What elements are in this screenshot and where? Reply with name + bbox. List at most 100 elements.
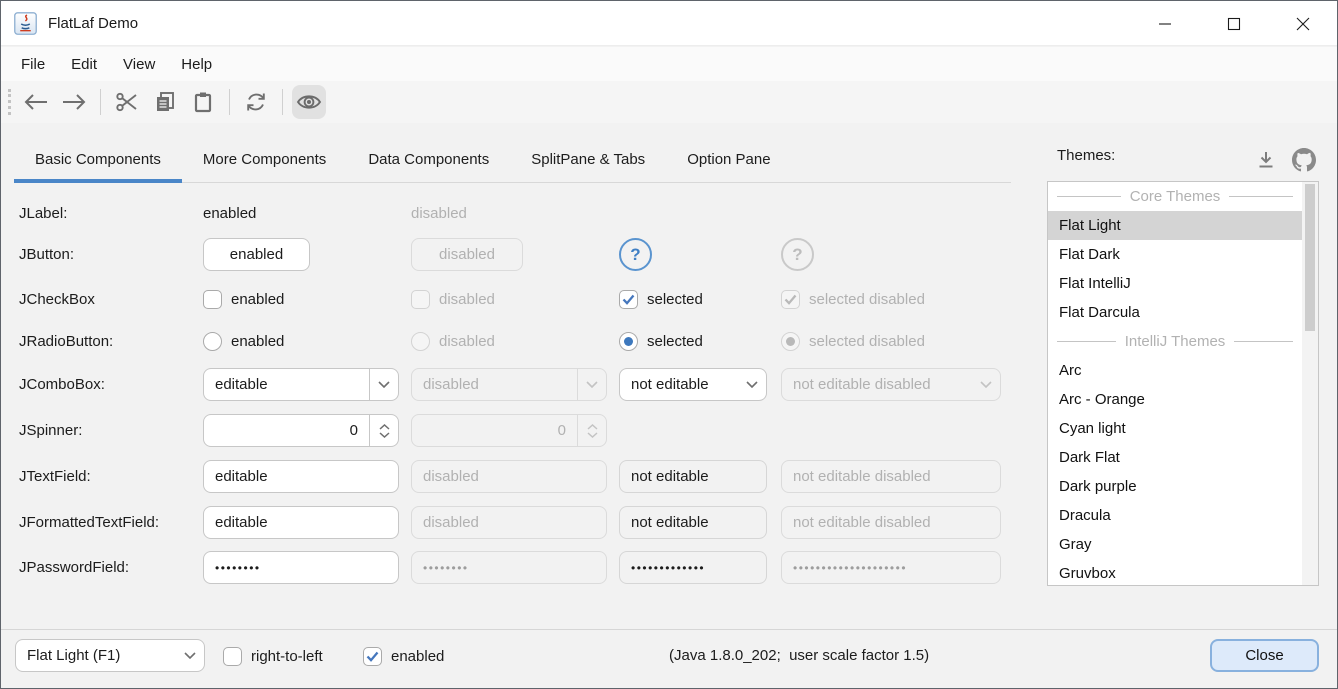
spinner-value[interactable]: 0: [349, 422, 358, 439]
close-window-button[interactable]: [1268, 1, 1337, 46]
theme-item-dark-flat[interactable]: Dark Flat: [1059, 449, 1120, 466]
github-icon: [1292, 148, 1316, 172]
checkbox-box-checked: [619, 289, 638, 309]
paste-button[interactable]: [186, 85, 220, 119]
close-button[interactable]: Close: [1210, 639, 1319, 672]
checkbox-selected[interactable]: selected: [619, 289, 703, 309]
combobox-not-editable[interactable]: not editable: [619, 368, 767, 401]
scrollbar-thumb[interactable]: [1305, 184, 1315, 331]
themes-list-items: Core Themes Flat Light Flat Dark Flat In…: [1048, 182, 1302, 585]
formattedtextfield-editable[interactable]: editable: [203, 506, 399, 539]
theme-item-flat-dark[interactable]: Flat Dark: [1059, 246, 1120, 263]
themes-list: Core Themes Flat Light Flat Dark Flat In…: [1047, 181, 1319, 586]
combobox-value: not editable disabled: [793, 376, 931, 393]
help-button[interactable]: ?: [619, 238, 652, 271]
toolbar-separator: [100, 89, 101, 115]
button-enabled[interactable]: enabled: [203, 238, 310, 271]
textfield-not-editable-disabled: not editable disabled: [781, 460, 1001, 493]
jspinner-row-label: JSpinner:: [19, 422, 83, 439]
checkbox-label: disabled: [439, 290, 495, 308]
menu-help[interactable]: Help: [181, 55, 213, 73]
paste-icon: [194, 92, 212, 113]
inspect-toggle-button[interactable]: [292, 85, 326, 119]
button-disabled: disabled: [411, 238, 523, 271]
spinner-arrows[interactable]: [369, 415, 398, 446]
tab-option-pane[interactable]: Option Pane: [687, 150, 771, 168]
label-disabled: disabled: [411, 205, 467, 222]
checkbox-label: selected disabled: [809, 290, 925, 308]
radio-circle: [411, 331, 430, 351]
jcheckbox-row: JCheckBox enabled disabled selected sele…: [19, 289, 1029, 309]
menu-file[interactable]: File: [21, 55, 46, 73]
spinner-enabled[interactable]: 0: [203, 414, 399, 447]
maximize-icon: [1227, 17, 1240, 30]
theme-item-dracula[interactable]: Dracula: [1059, 507, 1111, 524]
maximize-button[interactable]: [1199, 1, 1268, 46]
radio-circle-selected: [619, 331, 638, 351]
theme-item-dark-purple[interactable]: Dark purple: [1059, 478, 1137, 495]
tab-data-components[interactable]: Data Components: [368, 150, 490, 168]
right-to-left-checkbox[interactable]: right-to-left: [223, 646, 323, 666]
checkbox-enabled[interactable]: enabled: [203, 289, 284, 309]
combobox-editable[interactable]: editable: [203, 368, 399, 401]
theme-item-flat-darcula[interactable]: Flat Darcula: [1059, 304, 1140, 321]
theme-item-arc-orange[interactable]: Arc - Orange: [1059, 391, 1145, 408]
cut-button[interactable]: [110, 85, 144, 119]
minimize-button[interactable]: [1130, 1, 1199, 46]
chevron-down-icon[interactable]: [737, 369, 766, 400]
checkbox-label: enabled: [391, 647, 445, 665]
tab-splitpane-tabs[interactable]: SplitPane & Tabs: [531, 150, 646, 168]
java-app-icon: [14, 11, 37, 35]
jbutton-row-label: JButton:: [19, 246, 75, 263]
checkbox-selected-disabled: selected disabled: [781, 289, 925, 309]
enabled-checkbox[interactable]: enabled: [363, 646, 444, 666]
radio-label: disabled: [439, 332, 495, 350]
theme-item-flat-light[interactable]: Flat Light: [1048, 211, 1302, 240]
combobox-value: editable: [215, 376, 268, 393]
jradiobutton-row-label: JRadioButton:: [19, 332, 114, 350]
label-enabled: enabled: [203, 205, 257, 222]
checkbox-box-checked: [363, 646, 382, 666]
refresh-button[interactable]: [239, 85, 273, 119]
menu-view[interactable]: View: [123, 55, 156, 73]
back-button[interactable]: [19, 85, 53, 119]
menu-edit[interactable]: Edit: [71, 55, 98, 73]
tab-more-components[interactable]: More Components: [202, 150, 327, 168]
combobox-value: disabled: [423, 376, 479, 393]
github-link-button[interactable]: [1291, 147, 1317, 173]
chevron-up-icon: [587, 423, 597, 430]
theme-item-arc[interactable]: Arc: [1059, 362, 1082, 379]
spinner-disabled: 0: [411, 414, 607, 447]
theme-item-gray[interactable]: Gray: [1059, 536, 1092, 553]
download-icon: [1259, 152, 1273, 168]
theme-item-gruvbox[interactable]: Gruvbox: [1059, 565, 1116, 582]
themes-scrollbar[interactable]: [1302, 182, 1318, 585]
formattedtextfield-not-editable: not editable: [619, 506, 767, 539]
passwordfield-editable[interactable]: ••••••••: [203, 551, 399, 584]
tab-basic-components[interactable]: Basic Components: [14, 136, 182, 183]
laf-selector-combobox[interactable]: Flat Light (F1): [15, 639, 205, 672]
chevron-down-icon[interactable]: [175, 640, 204, 671]
forward-icon: [63, 94, 86, 110]
radio-enabled[interactable]: enabled: [203, 331, 284, 351]
jtextfield-row: JTextField: editable disabled not editab…: [19, 460, 1029, 493]
download-themes-button[interactable]: [1253, 147, 1279, 173]
theme-item-cyan-light[interactable]: Cyan light: [1059, 420, 1126, 437]
radio-label: selected disabled: [809, 332, 925, 350]
chevron-down-icon[interactable]: [369, 369, 398, 400]
textfield-editable[interactable]: editable: [203, 460, 399, 493]
radio-selected[interactable]: selected: [619, 331, 703, 351]
java-version-info: (Java 1.8.0_202; user scale factor 1.5): [669, 647, 930, 664]
themes-section-intellij: IntelliJ Themes: [1048, 327, 1302, 356]
theme-item-flat-intellij[interactable]: Flat IntelliJ: [1059, 275, 1131, 292]
jformattedtextfield-row: JFormattedTextField: editable disabled n…: [19, 506, 1029, 539]
checkbox-box: [203, 289, 222, 309]
tab-bar: Basic Components More Components Data Co…: [14, 136, 1011, 183]
refresh-icon: [247, 93, 265, 111]
minimize-icon: [1158, 22, 1171, 25]
laf-selector-value: Flat Light (F1): [27, 647, 121, 664]
toolbar-grip[interactable]: [8, 89, 11, 115]
forward-button[interactable]: [57, 85, 91, 119]
copy-button[interactable]: [148, 85, 182, 119]
